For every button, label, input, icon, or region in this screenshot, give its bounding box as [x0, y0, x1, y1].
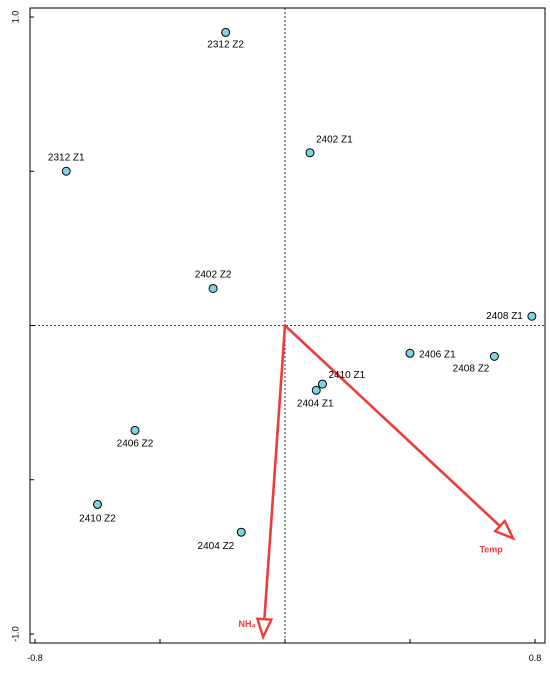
- sample-point: [489, 351, 499, 361]
- point-label: 2406 Z2: [117, 438, 154, 449]
- x-tick-label: -0.8: [27, 653, 43, 663]
- sample-point: [318, 379, 327, 389]
- sample-point: [208, 283, 218, 293]
- point-label: 2408 Z2: [453, 363, 490, 374]
- point-label: 2402 Z2: [195, 269, 232, 280]
- arrow-label: NH₄: [238, 619, 255, 629]
- arrow-head-1: [255, 617, 274, 641]
- arrow-shaft-0: [283, 324, 502, 528]
- point-label: 2404 Z1: [297, 398, 334, 409]
- point-label: 2406 Z1: [419, 349, 456, 360]
- sample-point: [93, 499, 102, 509]
- sample-point: [527, 311, 537, 321]
- point-label: 2410 Z1: [329, 370, 366, 381]
- sample-point: [130, 425, 140, 435]
- point-label: 2404 Z2: [198, 541, 235, 552]
- point-label: 2312 Z2: [207, 39, 244, 50]
- point-label: 2408 Z1: [486, 311, 523, 322]
- x-tick-label: 0.8: [529, 653, 542, 663]
- sample-point: [405, 348, 415, 358]
- arrow-head-0: [493, 518, 516, 541]
- arrow-label: Temp: [479, 544, 503, 554]
- point-label: 2402 Z1: [316, 135, 353, 146]
- point-label: 2410 Z2: [79, 513, 116, 524]
- arrow-shaft-1: [263, 324, 287, 621]
- y-tick-label: -1.0: [10, 626, 20, 642]
- sample-point: [236, 527, 246, 537]
- sample-point: [221, 27, 231, 37]
- sample-point: [305, 148, 315, 158]
- point-label: 2312 Z1: [48, 152, 85, 163]
- sample-point: [311, 385, 321, 395]
- sample-point: [61, 166, 71, 176]
- y-tick-label: 1.0: [10, 11, 20, 24]
